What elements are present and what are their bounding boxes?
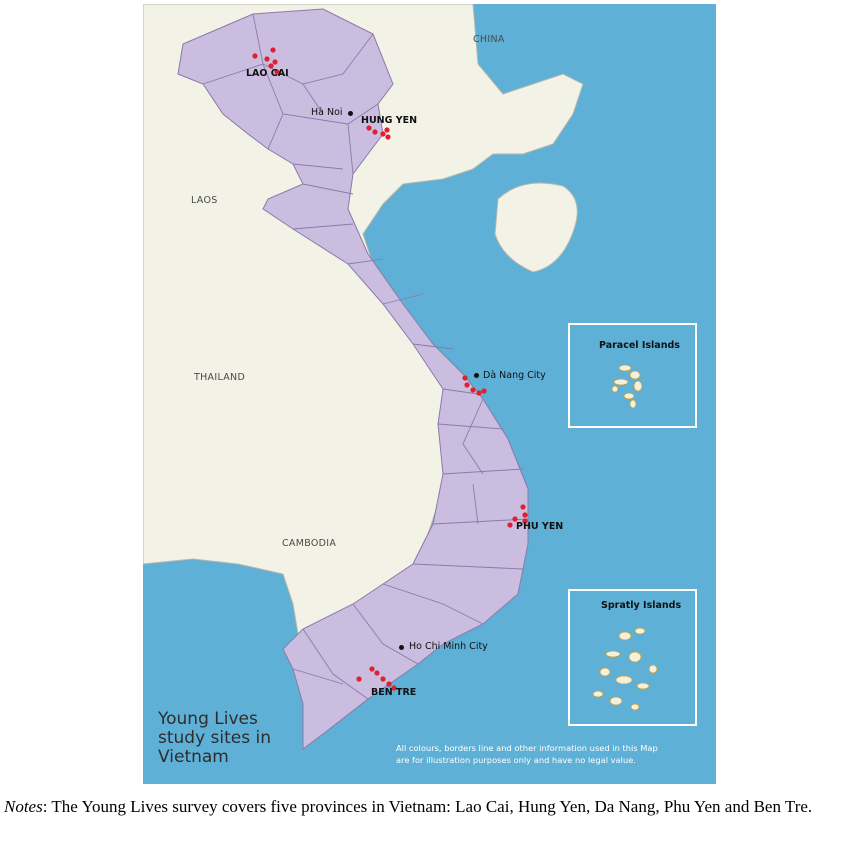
figure-caption: Notes: The Young Lives survey covers fiv… [4,796,850,817]
study-site-markers [252,47,528,691]
label-ha-noi: Hà Noi [311,107,343,118]
spratly-inset-box [568,589,697,726]
label-lao-cai: LAO CAI [246,68,289,79]
province-borders [202,13,529,700]
map-disclaimer: All colours, borders line and other info… [396,742,696,766]
disclaimer-line-2: are for illustration purposes only and h… [396,755,636,765]
city-marker-hcmc [399,645,404,650]
paracel-inset-box [568,323,697,428]
caption-label: Notes [4,797,43,816]
map-title-line-3: Vietnam [158,747,229,767]
map-title-line-2: study sites in [158,728,272,748]
disclaimer-line-1: All colours, borders line and other info… [396,743,658,753]
vietnam-territory [177,8,529,750]
map-title-line-1: Young Lives [158,709,258,729]
label-china: CHINA [473,34,505,45]
label-hcmc: Ho Chi Minh City [409,641,488,652]
label-laos: LAOS [191,195,218,206]
label-paracel-islands: Paracel Islands [599,340,680,351]
label-cambodia: CAMBODIA [282,538,337,549]
caption-text: : The Young Lives survey covers five pro… [42,797,813,816]
map-title: Young Lives study sites in Vietnam [158,710,288,767]
map-canvas [143,4,716,784]
paracel-islands-shapes [611,364,643,409]
label-thailand: THAILAND [194,372,246,383]
label-hung-yen: HUNG YEN [361,115,418,126]
city-marker-da-nang [474,373,479,378]
city-marker-ha-noi [348,111,353,116]
hainan-island [494,182,578,273]
label-da-nang: Dà Nang City [483,370,546,381]
vietnam-map: CHINA LAOS THAILAND CAMBODIA LAO CAI HUN… [143,4,716,784]
label-ben-tre: BEN TRE [371,687,417,698]
label-spratly-islands: Spratly Islands [601,600,682,611]
spratly-islands-shapes [592,627,658,711]
label-phu-yen: PHU YEN [516,521,564,532]
